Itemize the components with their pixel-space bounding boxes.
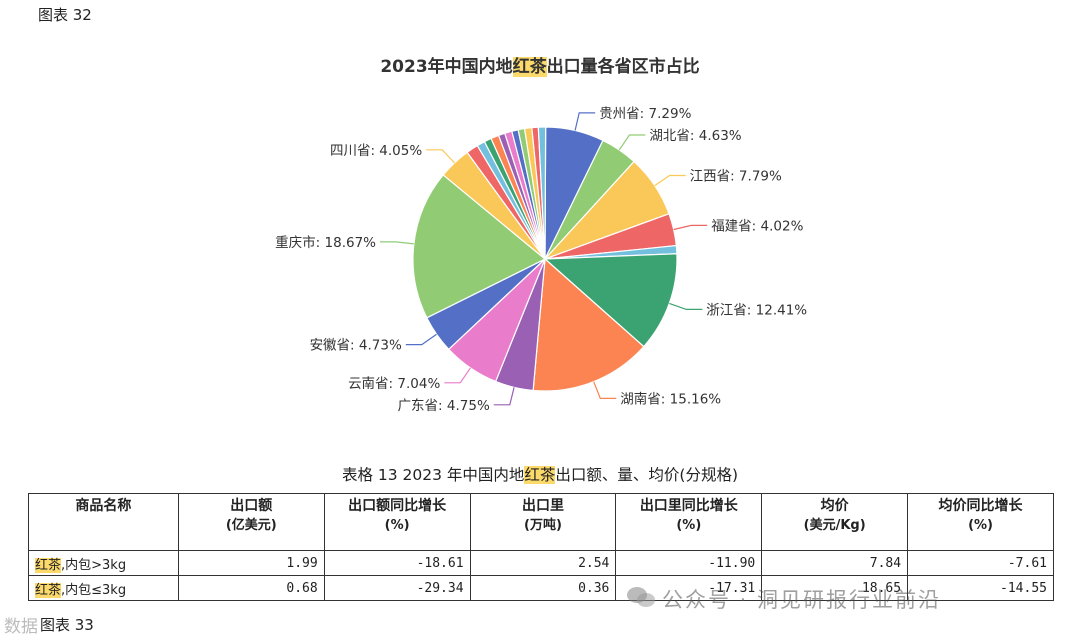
pie-leader-line	[593, 381, 617, 399]
table-title-highlight: 红茶	[524, 466, 556, 484]
wechat-icon	[627, 587, 655, 607]
pie-leader-line	[618, 134, 646, 151]
table-cell: -18.61	[323, 550, 471, 576]
header-export-volume-yoy: 出口里同比增长 (%)	[615, 493, 763, 551]
pie-label: 广东省: 4.75%	[398, 398, 490, 414]
pie-chart: 贵州省: 7.29% 湖北省: 4.63% 江西省: 7.79% 福建省: 4.02%…	[275, 106, 807, 414]
pie-leader-line	[669, 302, 703, 310]
table-cell: 0.36	[469, 575, 617, 601]
pie-leader-line	[405, 333, 437, 346]
pie-leader-line	[426, 149, 455, 164]
pie-label: 重庆市: 18.67%	[275, 234, 376, 251]
table-title-part-3: 出口额、量、均价(分规格)	[555, 466, 739, 484]
pie-slice-unlabeled	[537, 126, 547, 260]
pie-label: 湖北省: 4.63%	[649, 128, 741, 144]
table-row: 红茶,内包>3kg 1.99 -18.61 2.54 -11.90 7.84 -…	[28, 550, 1054, 576]
table-cell: -29.34	[323, 575, 471, 601]
pie-leader-line	[574, 112, 596, 131]
pie-leader-line	[673, 224, 708, 231]
pie-label: 云南省: 7.04%	[348, 376, 440, 392]
pie-leader-line	[380, 241, 414, 245]
header-avg-price: 均价 (美元/Kg)	[761, 493, 909, 551]
pie-leader-line	[654, 174, 686, 187]
table-cell-name: 红茶,内包>3kg	[28, 550, 179, 576]
table-cell: 0.68	[177, 575, 325, 601]
table-cell: -14.55	[907, 575, 1054, 601]
chart-title-part-3: 出口量各省区市占比	[546, 57, 700, 77]
pie-label: 江西省: 7.79%	[690, 169, 782, 185]
table-title: 表格 13 2023 年中国内地红茶出口额、量、均价(分规格)	[0, 463, 1080, 485]
pie-label: 湖南省: 15.16%	[620, 391, 721, 407]
chart-title-highlight: 红茶	[512, 57, 547, 77]
table-cell: 7.84	[761, 550, 909, 576]
pie-label: 四川省: 4.05%	[330, 143, 422, 159]
corner-watermark: 数据	[4, 617, 38, 637]
figure-label-bottom: 图表 33	[40, 616, 94, 634]
pie-label: 安徽省: 4.73%	[310, 338, 402, 354]
chart-title-part-1: 2023年中国内地	[380, 57, 513, 77]
table-cell: 1.99	[177, 550, 325, 576]
figure-label-top: 图表 32	[38, 6, 92, 24]
export-table: 商品名称 出口额 (亿美元) 出口额同比增长 (%) 出口里 (万吨) 出口里同比增长…	[28, 493, 1054, 601]
header-product-name: 商品名称	[28, 493, 179, 551]
table-header-row: 商品名称 出口额 (亿美元) 出口额同比增长 (%) 出口里 (万吨) 出口里同比增长…	[28, 493, 1054, 551]
pie-slice-6	[532, 257, 645, 392]
pie-label: 浙江省: 12.41%	[706, 302, 807, 318]
chart-title: 2023年中国内地红茶出口量各省区市占比	[0, 52, 1080, 77]
pie-slice-5	[543, 253, 678, 348]
table-cell: 2.54	[469, 550, 617, 576]
header-export-value-yoy: 出口额同比增长 (%)	[323, 493, 471, 551]
pie-leader-line	[493, 387, 515, 406]
watermark-text: 公众号 · 洞见研报行业前沿	[662, 588, 942, 612]
table-row: 红茶,内包≤3kg 0.68 -29.34 0.36 -17.31 18.65 …	[28, 575, 1054, 601]
pie-label: 贵州省: 7.29%	[599, 106, 691, 122]
table-cell: -7.61	[907, 550, 1054, 576]
header-avg-price-yoy: 均价同比增长 (%)	[907, 493, 1054, 551]
header-export-value: 出口额 (亿美元)	[177, 493, 325, 551]
pie-label: 福建省: 4.02%	[711, 218, 803, 234]
table-title-part-1: 表格 13 2023 年中国内地	[341, 466, 525, 484]
header-export-volume: 出口里 (万吨)	[469, 493, 617, 551]
table-cell-name: 红茶,内包≤3kg	[28, 575, 179, 601]
table-cell: -11.90	[615, 550, 763, 576]
pie-leader-line	[444, 367, 471, 384]
